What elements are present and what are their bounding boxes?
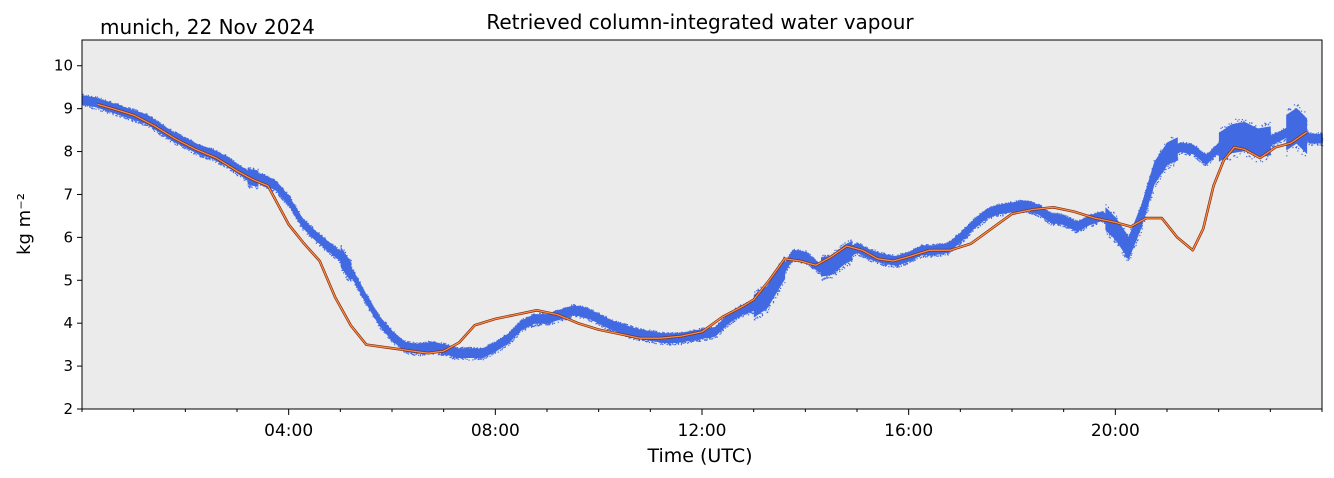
y-tick-label: 5 — [63, 271, 73, 289]
location-date-label: munich, 22 Nov 2024 — [100, 15, 315, 39]
y-tick-label: 4 — [63, 314, 73, 332]
y-tick-label: 2 — [63, 400, 73, 418]
x-axis-label: Time (UTC) — [646, 445, 752, 467]
x-tick-label: 20:00 — [1091, 421, 1140, 441]
x-axis-ticks: 04:00 08:00 12:00 16:00 20:00 — [81, 409, 1323, 441]
y-tick-label: 8 — [63, 143, 73, 161]
x-tick-label: 12:00 — [678, 421, 727, 441]
x-tick-label: 08:00 — [471, 421, 520, 441]
x-tick-label: 16:00 — [884, 421, 933, 441]
y-tick-label: 9 — [63, 100, 73, 118]
y-tick-label: 6 — [63, 228, 73, 246]
y-tick-label: 3 — [63, 357, 73, 375]
x-tick-label: 04:00 — [264, 421, 313, 441]
y-axis-label: kg m⁻² — [14, 193, 35, 255]
chart-title: Retrieved column-integrated water vapour — [486, 10, 914, 34]
y-axis-ticks: 2 3 4 5 6 7 8 9 10 — [54, 57, 82, 418]
smoothed-line — [97, 103, 1307, 354]
raw-retrieval-points — [82, 93, 1324, 361]
raw-retrieval-scatter — [82, 93, 1324, 361]
smoothed-line-layer — [97, 103, 1308, 355]
y-tick-label: 10 — [54, 57, 73, 75]
y-tick-label: 7 — [63, 185, 73, 203]
